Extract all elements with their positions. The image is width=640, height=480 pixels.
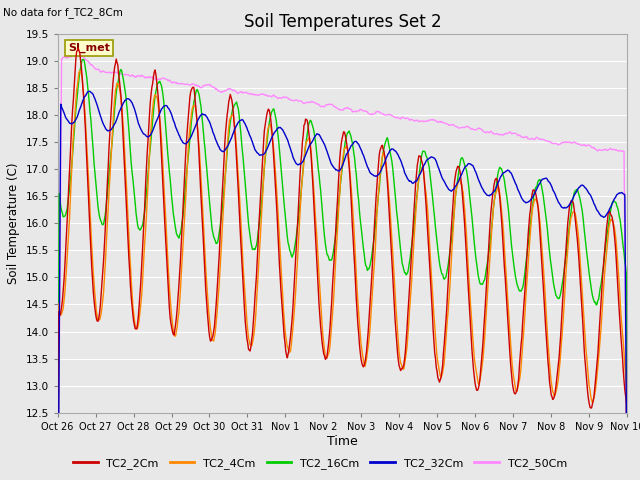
Title: Soil Temperatures Set 2: Soil Temperatures Set 2 [244, 12, 441, 31]
Y-axis label: Soil Temperature (C): Soil Temperature (C) [7, 162, 20, 284]
X-axis label: Time: Time [327, 434, 358, 448]
Legend: TC2_2Cm, TC2_4Cm, TC2_16Cm, TC2_32Cm, TC2_50Cm: TC2_2Cm, TC2_4Cm, TC2_16Cm, TC2_32Cm, TC… [68, 453, 572, 474]
Text: SI_met: SI_met [68, 43, 109, 53]
Text: No data for f_TC2_8Cm: No data for f_TC2_8Cm [3, 7, 123, 18]
